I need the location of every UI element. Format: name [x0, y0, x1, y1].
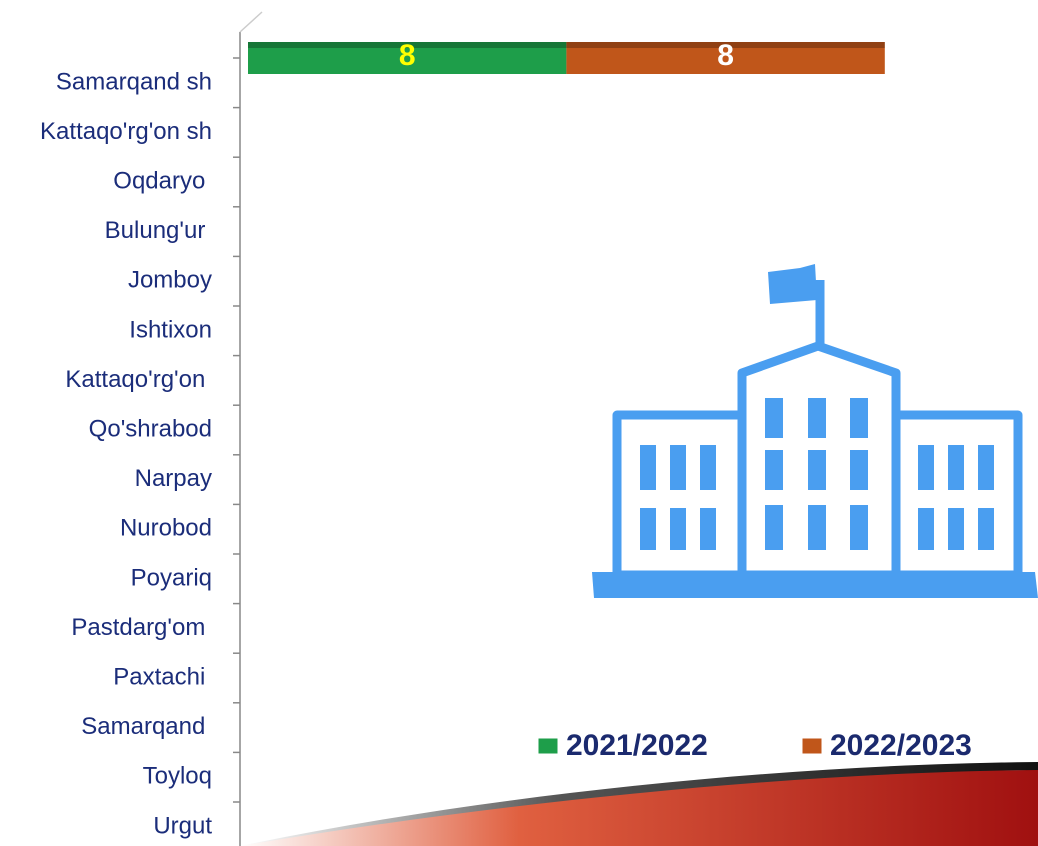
swoosh — [240, 770, 1038, 846]
category-label: Jomboy — [128, 267, 212, 294]
category-label: Poyariq — [131, 564, 212, 591]
category-label: Kattaqo'rg'on — [65, 366, 212, 393]
category-label: Urgut — [153, 812, 212, 839]
swoosh-edge — [240, 762, 1038, 846]
category-label: Paxtachi — [113, 664, 212, 691]
school-icon — [592, 264, 1038, 598]
axis-depth — [239, 11, 263, 33]
category-label: Qo'shrabod — [89, 416, 212, 443]
category-label: Nurobod — [120, 515, 212, 542]
bar-highlight — [566, 42, 885, 48]
legend-swatch — [537, 737, 559, 755]
bar-highlight — [248, 42, 567, 48]
category-label: Toyloq — [143, 763, 212, 790]
legend-swatch — [801, 737, 823, 755]
category-label: Oqdaryo — [113, 168, 212, 195]
value-label: 8 — [399, 39, 416, 72]
bar-segment — [566, 42, 885, 74]
category-label: Narpay — [135, 465, 212, 492]
category-label: Ishtixon — [129, 316, 212, 343]
bar-segment — [248, 42, 567, 74]
legend-label: 2022/2023 — [830, 729, 972, 762]
category-label: Pastdarg'om — [71, 614, 212, 641]
category-label: Kattaqo'rg'on sh — [40, 118, 212, 145]
value-label: 8 — [717, 39, 734, 72]
category-label: Samarqand — [81, 713, 212, 740]
category-label: Bulung'ur — [105, 217, 212, 244]
category-label: Samarqand sh — [56, 68, 212, 95]
legend-label: 2021/2022 — [566, 729, 708, 762]
